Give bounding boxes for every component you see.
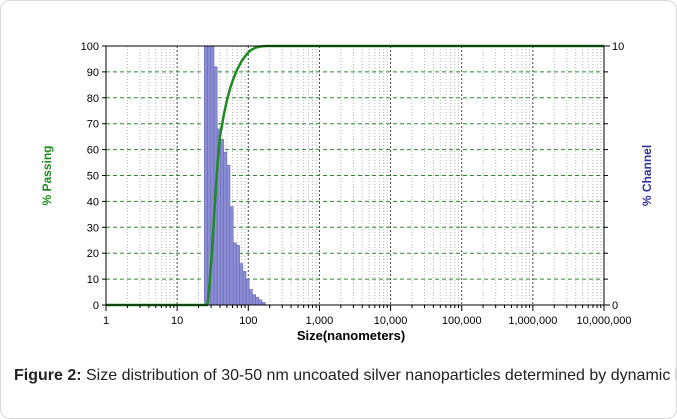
figure-caption: Figure 2: Size distribution of 30-50 nm …: [14, 365, 676, 386]
y-left-tick-label: 30: [87, 222, 99, 234]
x-tick-label: 10,000,000: [576, 315, 631, 327]
channel-bar: [258, 299, 263, 306]
channel-bar: [239, 263, 244, 306]
y-left-tick-label: 0: [93, 300, 99, 312]
passing-line: [106, 44, 604, 307]
channel-bar: [204, 45, 208, 306]
y-left-tick-label: 40: [87, 196, 99, 208]
x-tick-label: 100: [239, 315, 257, 327]
x-tick-label: 10: [171, 315, 183, 327]
x-axis-title: Size(nanometers): [297, 328, 405, 343]
channel-bar: [245, 278, 250, 306]
y-left-tick-label: 50: [87, 171, 99, 183]
channel-bar: [232, 242, 237, 306]
y-right-tick-label: 10: [612, 41, 624, 53]
particle-size-chart: 0 10 20 30 40 50 60 70 80 90 100 0 10 1 10 100 1,000 10,0…: [40, 41, 654, 343]
y-left-tick-label: 80: [87, 93, 99, 105]
y-left-tick-label: 90: [87, 67, 99, 79]
caption-label: Figure 2:: [14, 367, 82, 384]
x-tick-label: 1: [103, 315, 109, 327]
channel-bar: [242, 271, 247, 306]
x-tick-label: 1,000,000: [508, 315, 557, 327]
y-left-axis-title: % Passing: [40, 145, 54, 205]
y-left-tick-label: 10: [87, 274, 99, 286]
channel-bar: [223, 151, 228, 306]
y-left-tick-label: 70: [87, 119, 99, 131]
channel-bar: [229, 206, 234, 306]
y-right-tick-label: 0: [612, 300, 618, 312]
channel-bar: [226, 164, 231, 306]
y-left-tick-label: 60: [87, 145, 99, 157]
channel-bar: [248, 289, 253, 306]
channel-bar: [255, 296, 260, 306]
x-tick-label: 1,000: [306, 315, 334, 327]
y-right-axis-title: % Channel: [640, 145, 654, 206]
x-tick-label: 100,000: [442, 315, 482, 327]
channel-bar: [236, 245, 240, 306]
x-tick-label: 10,000: [374, 315, 408, 327]
caption-text: Size distribution of 30-50 nm uncoated s…: [86, 367, 676, 384]
channel-bar: [220, 138, 224, 306]
channel-bar: [252, 294, 256, 306]
y-left-tick-label: 20: [87, 248, 99, 260]
y-left-tick-label: 100: [81, 41, 99, 53]
